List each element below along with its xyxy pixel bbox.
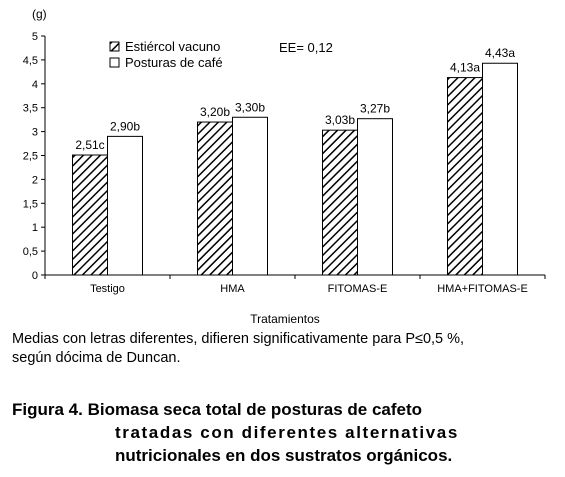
x-axis-title: Tratamientos: [250, 312, 320, 326]
bar-series-1: [197, 121, 233, 276]
category-label: FITOMAS-E: [328, 283, 388, 295]
caption-line-1: Figura 4. Biomasa seca total de posturas…: [12, 400, 423, 419]
y-tick-label: 1: [32, 222, 38, 234]
category-label: Testigo: [90, 283, 125, 295]
category-label: HMA+FITOMAS-E: [437, 283, 528, 295]
legend-label-series-1: Estiércol vacuno: [125, 39, 220, 54]
y-tick-label: 2,5: [23, 151, 38, 163]
bar-value-label: 3,20b: [200, 105, 230, 119]
legend: Estiércol vacuno Posturas de café: [109, 39, 223, 70]
footnote-line-1: Medias con letras diferentes, difieren s…: [12, 331, 465, 347]
legend-label-series-2: Posturas de café: [125, 55, 223, 70]
bar-value-label: 4,13a: [450, 61, 480, 75]
bar-series-2: [357, 118, 393, 276]
y-tick-label: 0,5: [23, 246, 38, 258]
legend-swatch-series-1: [109, 41, 120, 52]
y-tick-label: 4,5: [23, 55, 38, 67]
y-tick-label: 3,5: [23, 103, 38, 115]
bar-chart: (g) 0 0,5 1 1,5 2 2,5 3 3,5 4 4,5 5 2,51c 2,90b 3,20…: [23, 7, 546, 326]
caption-line-2: tratadas con diferentes alternativas: [115, 423, 459, 442]
bar-series-2: [232, 116, 268, 276]
bar-value-labels: 2,51c 2,90b 3,20b 3,30b 3,03b 3,27b 4,13a 4,43a: [75, 46, 515, 152]
bar-series-2: [482, 62, 518, 276]
bar-value-label: 4,43a: [485, 46, 515, 60]
y-tick-label: 4: [32, 79, 38, 91]
bar-value-label: 3,03b: [325, 113, 355, 127]
footnote-line-2: según dócima de Duncan.: [12, 350, 181, 366]
y-tick-labels: 0 0,5 1 1,5 2 2,5 3 3,5 4 4,5 5: [23, 31, 38, 282]
y-tick-label: 1,5: [23, 198, 38, 210]
bar-series-2: [107, 135, 143, 276]
bar-value-label: 2,51c: [75, 138, 104, 152]
y-tick-label: 2: [32, 174, 38, 186]
bar-value-label: 3,27b: [360, 102, 390, 116]
bar-value-label: 2,90b: [110, 119, 140, 133]
bar-series-1: [447, 77, 483, 276]
y-unit-label: (g): [32, 7, 47, 21]
y-tick-label: 5: [32, 31, 38, 43]
y-tick-label: 3: [32, 127, 38, 139]
y-tick-label: 0: [32, 270, 38, 282]
category-labels: Testigo HMA FITOMAS-E HMA+FITOMAS-E: [90, 283, 528, 295]
bars: [72, 62, 518, 276]
caption-line-3: nutricionales en dos sustratos orgánicos…: [115, 446, 453, 465]
category-label: HMA: [220, 283, 245, 295]
footnote: Medias con letras diferentes, difieren s…: [12, 330, 557, 368]
figure-caption: Figura 4. Biomasa seca total de posturas…: [12, 398, 557, 467]
bar-series-1: [322, 129, 358, 276]
legend-swatch-series-2: [109, 57, 120, 68]
bar-value-label: 3,30b: [235, 100, 265, 114]
ee-annotation: EE= 0,12: [279, 40, 333, 55]
bar-series-1: [72, 154, 108, 276]
